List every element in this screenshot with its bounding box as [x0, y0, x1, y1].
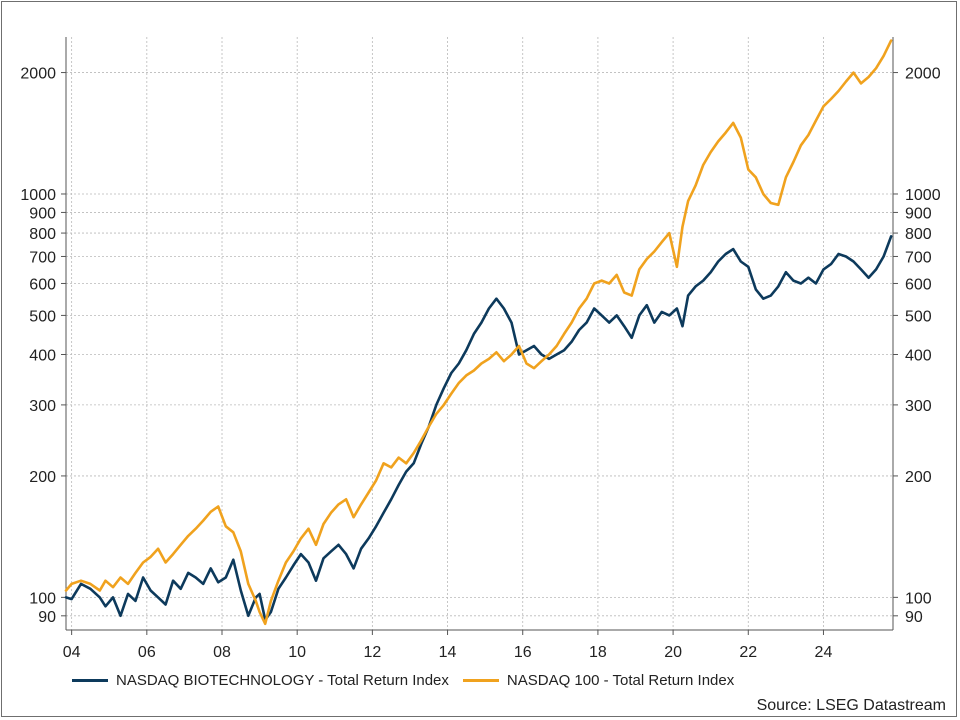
y-tick-label-left: 600: [29, 276, 56, 293]
y-tick-label-right: 700: [905, 249, 932, 266]
y-tick-label-right: 90: [905, 609, 923, 626]
y-tick-label-left: 500: [29, 308, 56, 325]
y-tick-label-left: 700: [29, 249, 56, 266]
x-tick-label: 24: [815, 644, 833, 661]
y-tick-label-right: 300: [905, 398, 932, 415]
series-line-nasdaq100: [64, 39, 893, 626]
series-line-biotech: [64, 235, 893, 622]
y-tick-label-left: 800: [29, 226, 56, 243]
source-note: Source: LSEG Datastream: [756, 697, 946, 714]
y-tick-label-left: 200: [29, 469, 56, 486]
legend-swatch-nasdaq100: [462, 679, 499, 682]
x-tick-label: 22: [739, 644, 757, 661]
legend-item-nasdaq100: NASDAQ 100 - Total Return Index: [462, 672, 735, 689]
legend-label-nasdaq100: NASDAQ 100 - Total Return Index: [506, 672, 735, 689]
series-layer: [64, 39, 893, 626]
y-tick-label-right: 400: [905, 348, 932, 365]
y-tick-label-right: 100: [905, 590, 932, 607]
x-tick-label: 06: [138, 644, 156, 661]
x-tick-label: 14: [439, 644, 457, 661]
y-tick-label-left: 100: [29, 590, 56, 607]
grid-layer: [66, 37, 893, 630]
y-tick-label-right: 200: [905, 469, 932, 486]
y-tick-label-right: 2000: [905, 66, 941, 83]
y-tick-label-right: 900: [905, 205, 932, 222]
x-tick-label: 04: [63, 644, 81, 661]
legend-label-biotech: NASDAQ BIOTECHNOLOGY - Total Return Inde…: [116, 672, 449, 689]
y-tick-label-left: 300: [29, 398, 56, 415]
y-tick-label-right: 600: [905, 276, 932, 293]
axis-layer: 90 90 100 100 200 200 300 300 400 400 500 500 600 600…: [20, 37, 941, 661]
y-tick-label-right: 800: [905, 226, 932, 243]
legend-item-biotech: NASDAQ BIOTECHNOLOGY - Total Return Inde…: [72, 672, 449, 689]
y-tick-label-left: 900: [29, 205, 56, 222]
y-tick-label-left: 1000: [20, 187, 56, 204]
x-tick-label: 20: [664, 644, 682, 661]
x-tick-label: 18: [589, 644, 607, 661]
y-tick-label-left: 400: [29, 348, 56, 365]
x-tick-label: 08: [213, 644, 231, 661]
y-tick-label-right: 500: [905, 308, 932, 325]
legend-swatch-biotech: [72, 679, 108, 682]
legend: NASDAQ BIOTECHNOLOGY - Total Return Inde…: [72, 672, 734, 689]
y-tick-label-left: 90: [38, 609, 56, 626]
x-tick-label: 10: [288, 644, 306, 661]
y-tick-label-left: 2000: [20, 66, 56, 83]
x-tick-label: 16: [514, 644, 532, 661]
y-tick-label-right: 1000: [905, 187, 941, 204]
x-tick-label: 12: [363, 644, 381, 661]
